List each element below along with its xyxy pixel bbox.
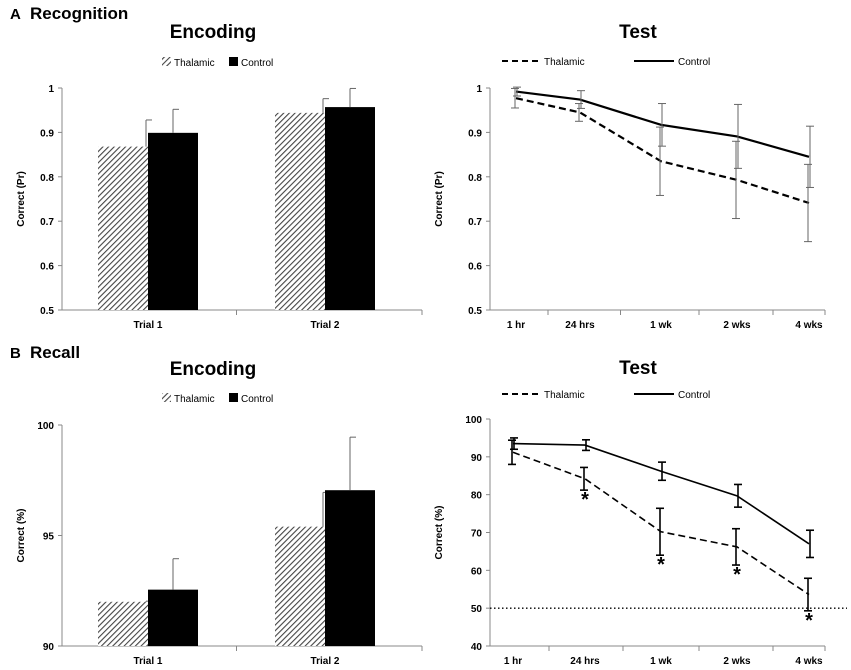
section-a-letter: A [10, 6, 21, 23]
y-tick-label: 95 [43, 532, 55, 543]
y-tick-label: 100 [465, 415, 482, 426]
recognition-test-chart: Test Correct (Pr) 0.5 0.6 0.7 0.8 0.9 1 1 hr 24 h… [434, 22, 826, 331]
chart-title: Test [619, 22, 657, 43]
bar-thalamic [275, 526, 325, 646]
x-category-label: Trial 2 [311, 656, 340, 667]
y-tick-label: 0.5 [468, 306, 482, 317]
series-line-thalamic [515, 97, 810, 205]
y-tick-label: 0.9 [40, 128, 54, 139]
x-category-label: Trial 1 [134, 656, 163, 667]
x-category-label: 1 wk [650, 320, 672, 331]
series-line-control [512, 442, 810, 545]
x-category-label: 1 hr [504, 656, 522, 667]
significance-star: * [805, 610, 813, 632]
x-category-label: 24 hrs [570, 656, 600, 667]
bar-control [325, 107, 375, 310]
y-tick-label: 80 [471, 491, 483, 502]
bar-control [325, 490, 375, 646]
bar-control [148, 132, 198, 310]
recall-test-chart: Test Correct (%) 40 50 60 70 80 90 100 1 hr 24 hrs… [434, 358, 847, 667]
bar-thalamic [98, 146, 148, 310]
legend-label-control: Control [241, 394, 273, 405]
x-category-label: 1 wk [650, 656, 672, 667]
chart-title: Encoding [170, 359, 257, 380]
legend-swatch-thalamic [162, 57, 171, 66]
x-category-label: Trial 2 [311, 320, 340, 331]
x-category-label: 4 wks [795, 656, 823, 667]
y-tick-label: 0.6 [468, 262, 482, 273]
y-tick-label: 0.7 [40, 217, 54, 228]
legend-label-thalamic: Thalamic [544, 390, 585, 401]
y-tick-label: 90 [43, 642, 55, 653]
legend-swatch-control [229, 57, 238, 66]
y-tick-label: 1 [48, 84, 54, 95]
y-tick-label: 60 [471, 566, 483, 577]
section-b-letter: B [10, 345, 21, 362]
y-axis-label: Correct (%) [16, 509, 27, 563]
y-tick-label: 100 [37, 421, 54, 432]
legend-label-control: Control [678, 390, 710, 401]
y-tick-label: 40 [471, 642, 483, 653]
y-tick-label: 0.6 [40, 262, 54, 273]
legend-label-thalamic: Thalamic [544, 57, 585, 68]
legend-label-control: Control [241, 58, 273, 69]
significance-star: * [581, 489, 589, 511]
y-tick-label: 1 [476, 84, 482, 95]
y-axis-label: Correct (Pr) [434, 171, 445, 227]
y-tick-label: 0.8 [468, 173, 482, 184]
y-tick-label: 50 [471, 604, 483, 615]
y-axis-label: Correct (Pr) [16, 171, 27, 227]
section-a-title: Recognition [30, 4, 128, 23]
x-category-label: 24 hrs [565, 320, 595, 331]
y-tick-label: 0.9 [468, 128, 482, 139]
bar-thalamic [98, 601, 148, 646]
y-tick-label: 0.7 [468, 217, 482, 228]
recall-encoding-chart: Encoding Correct (%) 90 95 100 Trial 1 Trial 2… [16, 359, 423, 667]
x-category-label: 4 wks [795, 320, 823, 331]
chart-title: Test [619, 358, 657, 379]
legend-swatch-control [229, 393, 238, 402]
x-category-label: 2 wks [723, 656, 751, 667]
y-tick-label: 0.8 [40, 173, 54, 184]
y-tick-label: 90 [471, 453, 483, 464]
y-tick-label: 70 [471, 529, 483, 540]
chart-title: Encoding [170, 22, 257, 43]
x-category-label: 2 wks [723, 320, 751, 331]
series-line-thalamic [512, 451, 810, 596]
significance-star: * [657, 554, 665, 576]
x-category-label: 1 hr [507, 320, 525, 331]
significance-star: * [733, 564, 741, 586]
bar-thalamic [275, 112, 325, 310]
legend-label-thalamic: Thalamic [174, 58, 215, 69]
section-b-title: Recall [30, 343, 80, 362]
legend-label-thalamic: Thalamic [174, 394, 215, 405]
bar-control [148, 589, 198, 646]
y-axis-label: Correct (%) [434, 506, 445, 560]
legend-swatch-thalamic [162, 393, 171, 402]
legend-label-control: Control [678, 57, 710, 68]
x-category-label: Trial 1 [134, 320, 163, 331]
y-tick-label: 0.5 [40, 306, 54, 317]
recognition-encoding-chart: Encoding Correct (Pr) 0.5 0.6 0.7 0.8 0.9 1 Tria… [16, 22, 423, 331]
series-line-control [515, 90, 810, 158]
